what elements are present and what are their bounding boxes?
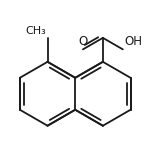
Text: O: O	[78, 35, 88, 48]
Text: CH₃: CH₃	[25, 26, 46, 36]
Text: OH: OH	[124, 35, 142, 48]
